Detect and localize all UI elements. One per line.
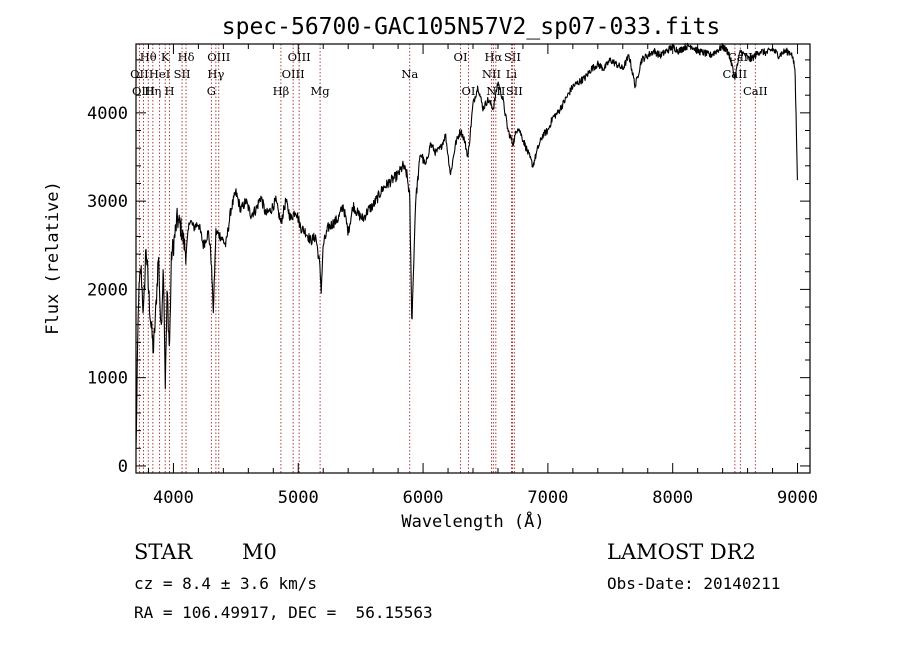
object-subclass: M0 bbox=[242, 540, 277, 564]
spectral-line-label: Hθ bbox=[140, 50, 157, 64]
spectral-line-label: OIII bbox=[282, 67, 305, 81]
spectral-line-label: Hβ bbox=[273, 84, 290, 98]
x-axis-label: Wavelength (Å) bbox=[401, 510, 544, 532]
spectral-line-label: OIII bbox=[207, 50, 230, 64]
x-tick-label: 6000 bbox=[403, 488, 444, 508]
axis-ticks: 4000 5000 6000 7000 8000 9000 0 1000 2000 3000 400… bbox=[87, 44, 818, 508]
y-tick-label: 3000 bbox=[87, 192, 128, 212]
survey-name: LAMOST DR2 bbox=[607, 540, 756, 564]
spectral-line-label: SII bbox=[174, 67, 191, 81]
y-tick-label: 2000 bbox=[87, 280, 128, 300]
x-tick-label: 4000 bbox=[153, 488, 194, 508]
x-tick-label: 9000 bbox=[777, 488, 818, 508]
spectral-line-label: OII bbox=[130, 67, 149, 81]
x-tick-label: 8000 bbox=[652, 488, 693, 508]
spectrum-line bbox=[135, 42, 798, 450]
spectral-line-label: HeI bbox=[149, 67, 170, 81]
spectral-line-label: H bbox=[165, 84, 175, 98]
y-tick-label: 1000 bbox=[87, 369, 128, 389]
spectral-line-label: OI bbox=[454, 50, 468, 64]
x-tick-label: 7000 bbox=[527, 488, 568, 508]
spectral-line-label: Na bbox=[401, 67, 418, 81]
spectral-line-label: SII bbox=[506, 84, 523, 98]
spectral-line-label: CaII bbox=[743, 84, 768, 98]
x-tick-label: 5000 bbox=[278, 488, 319, 508]
redshift-cz: cz = 8.4 ± 3.6 km/s bbox=[134, 574, 318, 593]
spectral-line-label: Hδ bbox=[178, 50, 195, 64]
spectral-line-label: Li bbox=[506, 67, 518, 81]
spectral-line-label: OIII bbox=[288, 50, 311, 64]
spectral-line-label: G bbox=[207, 84, 216, 98]
spectral-line-label: Mg bbox=[311, 84, 331, 98]
y-tick-label: 4000 bbox=[87, 104, 128, 124]
spectral-line-label: Hγ bbox=[207, 67, 224, 81]
spectral-line-label: Hα bbox=[484, 50, 502, 64]
y-axis-label: Flux (relative) bbox=[43, 181, 63, 335]
object-class: STAR bbox=[134, 540, 193, 564]
obs-date: Obs-Date: 20140211 bbox=[607, 574, 781, 593]
spectral-line-label: OI bbox=[462, 84, 476, 98]
ra-dec: RA = 106.49917, DEC = 56.15563 bbox=[134, 603, 433, 622]
spectral-line-label: Hη bbox=[144, 84, 161, 98]
spectral-line-label: OIII bbox=[132, 84, 155, 98]
spectral-line-label: NII bbox=[482, 67, 501, 81]
chart-title: spec-56700-GAC105N57V2_sp07-033.fits bbox=[222, 14, 721, 40]
spectral-line-label: SII bbox=[504, 50, 521, 64]
spectral-line-label: K bbox=[161, 50, 170, 64]
spectrum-series bbox=[135, 42, 798, 450]
y-tick-label: 0 bbox=[118, 457, 128, 477]
spectral-lines: Hθ OII OIII K HeI Hη Hδ SII H OIII Hγ G OIII OIII Hβ Mg… bbox=[130, 44, 768, 473]
